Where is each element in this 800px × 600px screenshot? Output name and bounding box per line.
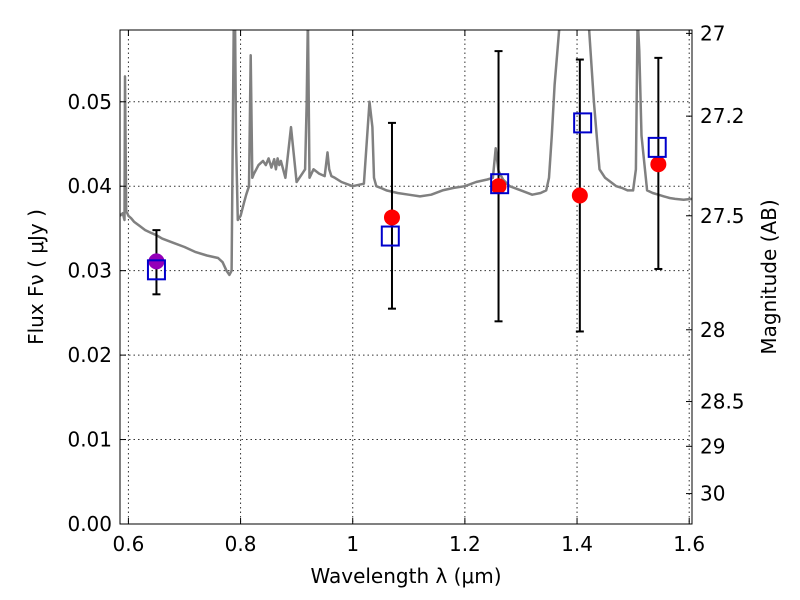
model-point-square: [146, 259, 166, 281]
y2-tick-label: 27.2: [700, 104, 745, 128]
y-axis-label: Flux Fν ( μJy ): [24, 209, 48, 345]
y-tick-label: 0.03: [67, 259, 112, 283]
y2-tick-label: 28.5: [700, 390, 745, 414]
data-point: [148, 253, 165, 270]
data-layer: [120, 30, 692, 333]
x-tick-label: 1.2: [449, 532, 481, 556]
x-tick-label: 1: [346, 532, 359, 556]
template-spectrum-line: [120, 30, 692, 277]
y-tick-label: 0.01: [67, 428, 112, 452]
plot-background: [120, 30, 692, 524]
y2-tick-label: 29: [700, 434, 725, 458]
x-tick-label: 0.8: [225, 532, 257, 556]
model-point-square: [573, 112, 593, 134]
y-tick-label: 0.00: [67, 512, 112, 536]
model-point-square: [647, 136, 667, 158]
y-tick-label: 0.02: [67, 343, 112, 367]
data-point: [383, 209, 400, 226]
axes: 0.6 0.8 1 1.2 1.4 1.6 0.00 0.01 0.02 0.03 0.04 0.05…: [67, 21, 744, 556]
y2-tick-label: 27: [700, 21, 725, 45]
x-tick-label: 0.6: [113, 532, 145, 556]
y2-axis-label: Magnitude (AB): [757, 199, 781, 354]
y2-tick-label: 27.5: [700, 204, 745, 228]
y-tick-label: 0.04: [67, 174, 112, 198]
y2-tick-label: 30: [700, 482, 725, 506]
data-point: [571, 187, 588, 204]
model-point-square: [490, 173, 510, 195]
x-tick-label: 1.6: [673, 532, 705, 556]
data-point: [650, 156, 667, 173]
data-point: [490, 178, 507, 195]
y-tick-label: 0.05: [67, 90, 112, 114]
x-tick-label: 1.4: [561, 532, 593, 556]
y2-tick-label: 28: [700, 318, 725, 342]
plot-frame: [119, 29, 693, 525]
x-axis-label: Wavelength λ (μm): [310, 564, 501, 588]
model-point-square: [380, 225, 400, 247]
